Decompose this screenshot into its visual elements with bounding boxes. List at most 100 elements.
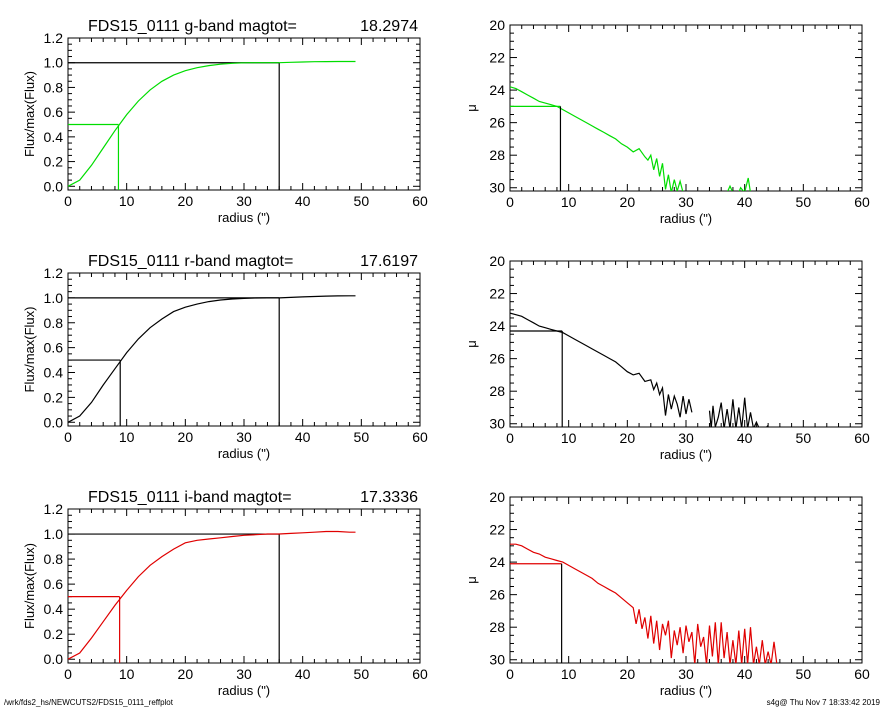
- y-tick-label: 0.6: [44, 104, 64, 120]
- y-axis-label: Flux/max(Flux): [22, 71, 37, 157]
- x-tick-label: 40: [737, 194, 753, 210]
- x-tick-label: 60: [854, 194, 870, 210]
- chart-title: FDS15_0111 g-band magtot=: [88, 18, 297, 35]
- x-tick-label: 20: [178, 193, 194, 209]
- x-tick-label: 0: [506, 666, 514, 682]
- x-tick-label: 50: [354, 666, 370, 682]
- y-tick-label: 28: [489, 147, 505, 163]
- y-tick-label: 0.6: [44, 576, 64, 592]
- y-tick-label: 0.6: [44, 340, 64, 356]
- y-tick-label: 1.0: [44, 55, 64, 71]
- x-tick-label: 50: [354, 193, 370, 209]
- panel-g-growth-curve: 0 10 20 30 40 50 60 0.0 0.2 0.4 0.6 0.8 1.0 1.2 radius…: [22, 18, 428, 225]
- y-tick-label: 30: [489, 416, 505, 432]
- x-tick-label: 20: [620, 430, 636, 446]
- y-tick-label: 28: [489, 619, 505, 635]
- x-tick-label: 30: [236, 193, 252, 209]
- y-tick-label: 30: [489, 652, 505, 668]
- x-tick-label: 0: [506, 430, 514, 446]
- sb-profile-tail-g: [727, 177, 751, 191]
- x-axis-label: radius ("): [660, 683, 712, 698]
- x-tick-label: 40: [737, 666, 753, 682]
- growth-curve-r: [68, 295, 356, 423]
- x-tick-label: 30: [678, 430, 694, 446]
- y-tick-label: 1.0: [44, 290, 64, 306]
- x-tick-label: 50: [354, 429, 370, 445]
- y-tick-label: 0.4: [44, 365, 64, 381]
- x-tick-label: 50: [796, 430, 812, 446]
- y-tick-label: 22: [489, 286, 505, 302]
- y-tick-label: 20: [489, 253, 505, 269]
- x-axis-label: radius ("): [218, 210, 270, 225]
- chart-title: FDS15_0111 i-band magtot=: [88, 489, 292, 506]
- y-tick-label: 24: [489, 318, 505, 334]
- sb-profile-i: [510, 543, 778, 663]
- y-tick-label: 1.2: [44, 30, 64, 46]
- chart-title-magtot: 18.2974: [360, 18, 418, 35]
- y-tick-label: 0.4: [44, 601, 64, 617]
- chart-title-magtot: 17.6197: [360, 253, 418, 270]
- x-tick-label: 60: [854, 430, 870, 446]
- y-axis-label: Flux/max(Flux): [22, 307, 37, 393]
- x-tick-label: 10: [119, 193, 135, 209]
- chart-title-magtot: 17.3336: [360, 489, 418, 506]
- sb-profile-g: [510, 86, 684, 191]
- x-tick-label: 20: [620, 666, 636, 682]
- growth-curve-g: [68, 60, 356, 187]
- y-tick-label: 0.4: [44, 129, 64, 145]
- x-tick-label: 0: [64, 666, 72, 682]
- y-tick-label: 24: [489, 554, 505, 570]
- y-tick-label: 1.0: [44, 526, 64, 542]
- y-axis-label: Flux/max(Flux): [22, 543, 37, 629]
- x-tick-label: 0: [506, 194, 514, 210]
- panel-i-growth-curve: 0 10 20 30 40 50 60 0.0 0.2 0.4 0.6 0.8 1.0 1.2 radius…: [22, 489, 428, 698]
- x-tick-label: 40: [295, 666, 311, 682]
- x-tick-label: 60: [412, 429, 428, 445]
- x-tick-label: 40: [737, 430, 753, 446]
- x-tick-label: 10: [561, 430, 577, 446]
- y-tick-label: 0.0: [44, 178, 64, 194]
- x-tick-label: 0: [64, 193, 72, 209]
- y-tick-label: 26: [489, 587, 505, 603]
- x-tick-label: 50: [796, 194, 812, 210]
- footer-path: /wrk/fds2_hs/NEWCUTS2/FDS15_0111_reffplo…: [4, 698, 174, 707]
- y-tick-label: 24: [489, 82, 505, 98]
- y-tick-label: 0.2: [44, 626, 64, 642]
- footer-timestamp: s4g@ Thu Nov 7 18:33:42 2019: [767, 698, 881, 707]
- y-tick-label: 22: [489, 50, 505, 66]
- x-tick-label: 40: [295, 193, 311, 209]
- x-tick-label: 20: [620, 194, 636, 210]
- panel-r-growth-curve: 0 10 20 30 40 50 60 0.0 0.2 0.4 0.6 0.8 1.0 1.2 radius…: [22, 253, 428, 461]
- y-axis-label: μ: [464, 104, 479, 112]
- sb-profile-r: [510, 312, 693, 418]
- x-tick-label: 10: [119, 666, 135, 682]
- y-tick-label: 0.8: [44, 551, 64, 567]
- y-tick-label: 1.2: [44, 501, 64, 517]
- sb-profile-tail-r: [708, 397, 769, 427]
- y-tick-label: 26: [489, 351, 505, 367]
- y-tick-label: 0.0: [44, 651, 64, 667]
- x-tick-label: 10: [561, 666, 577, 682]
- y-tick-label: 20: [489, 489, 505, 505]
- x-tick-label: 30: [236, 666, 252, 682]
- plot-frame: [67, 37, 421, 191]
- x-tick-label: 0: [64, 429, 72, 445]
- x-tick-label: 40: [295, 429, 311, 445]
- chart-title: FDS15_0111 r-band magtot=: [88, 253, 293, 270]
- x-tick-label: 20: [178, 429, 194, 445]
- x-tick-label: 60: [412, 666, 428, 682]
- x-tick-label: 10: [119, 429, 135, 445]
- x-axis-label: radius ("): [660, 211, 712, 226]
- y-tick-label: 0.2: [44, 389, 64, 405]
- x-tick-label: 50: [796, 666, 812, 682]
- y-tick-label: 26: [489, 115, 505, 131]
- x-tick-label: 60: [854, 666, 870, 682]
- plot-frame: [67, 508, 421, 664]
- x-tick-label: 30: [678, 194, 694, 210]
- x-tick-label: 10: [561, 194, 577, 210]
- plot-frame: [509, 496, 863, 664]
